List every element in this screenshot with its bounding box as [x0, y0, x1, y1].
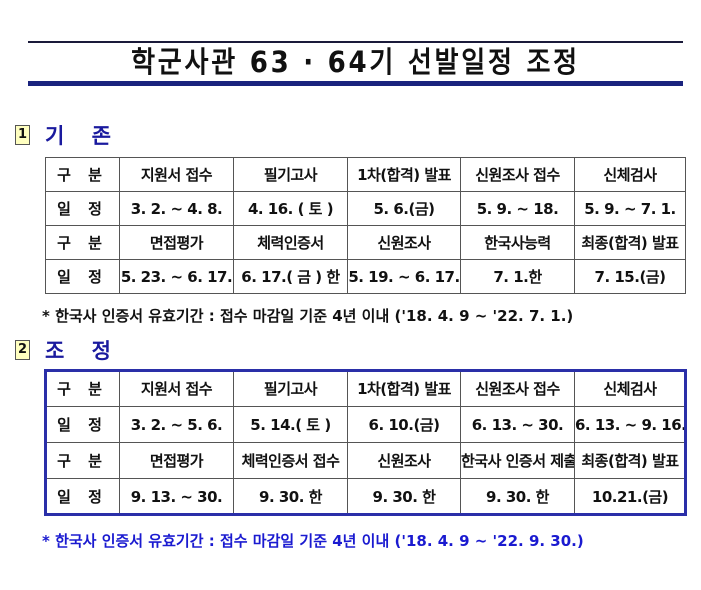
item-cell: 필기고사 — [233, 157, 348, 192]
item-cell: 한국사 인증서 제출 — [460, 442, 575, 479]
date-cell: 5. 23. ~ 6. 17. — [119, 259, 234, 294]
date-cell: 6. 10.(금) — [347, 406, 461, 443]
item-cell: 지원서 접수 — [119, 157, 234, 192]
header-row: 구 분 지원서 접수 필기고사 1차(합격) 발표 신원조사 접수 신체검사 — [45, 370, 686, 407]
adjusted-schedule-table: 구 분 지원서 접수 필기고사 1차(합격) 발표 신원조사 접수 신체검사 일 정 3. 2… — [44, 369, 687, 516]
date-cell: 9. 30. 한 — [460, 478, 575, 515]
date-cell: 4. 16. ( 토 ) — [233, 191, 348, 226]
item-cell: 면접평가 — [119, 225, 234, 260]
item-cell: 최종(합격) 발표 — [574, 442, 686, 479]
item-cell: 신원조사 — [347, 442, 461, 479]
date-cell: 6. 17.( 금 ) 한 — [233, 259, 348, 294]
item-cell: 신원조사 — [347, 225, 461, 260]
date-cell: 9. 30. 한 — [233, 478, 348, 515]
item-cell: 신원조사 접수 — [460, 157, 575, 192]
section-label: 기 존 — [45, 124, 121, 148]
date-cell: 5. 9. ~ 7. 1. — [574, 191, 686, 226]
row-label-cell: 일 정 — [45, 191, 120, 226]
title-top-rule — [28, 41, 683, 43]
row-label-cell: 구 분 — [45, 442, 120, 479]
item-cell: 신체검사 — [574, 370, 686, 407]
title-bottom-rule — [28, 81, 683, 86]
schedule-row: 일 정 3. 2. ~ 5. 6. 5. 14.( 토 ) 6. 10.(금) 6. 1… — [45, 406, 686, 443]
item-cell: 신체검사 — [574, 157, 686, 192]
header-row: 구 분 지원서 접수 필기고사 1차(합격) 발표 신원조사 접수 신체검사 — [45, 157, 686, 192]
item-cell: 필기고사 — [233, 370, 348, 407]
item-cell: 체력인증서 접수 — [233, 442, 348, 479]
section-heading-existing: 1 기 존 — [15, 122, 121, 148]
item-cell: 지원서 접수 — [119, 370, 234, 407]
row-label-cell: 일 정 — [45, 478, 120, 515]
date-cell: 5. 14.( 토 ) — [233, 406, 348, 443]
schedule-row: 일 정 5. 23. ~ 6. 17. 6. 17.( 금 ) 한 5. 19. ~ … — [45, 259, 686, 294]
date-cell: 7. 1.한 — [460, 259, 575, 294]
existing-note: * 한국사 인증서 유효기간 : 접수 마감일 기준 4년 이내 ('18. 4… — [42, 307, 574, 325]
date-cell: 9. 30. 한 — [347, 478, 461, 515]
row-label-cell: 구 분 — [45, 370, 120, 407]
page-title: 학군사관 63 · 64기 선발일정 조정 — [131, 45, 580, 79]
item-cell: 1차(합격) 발표 — [347, 370, 461, 407]
row-label-cell: 일 정 — [45, 259, 120, 294]
item-cell: 1차(합격) 발표 — [347, 157, 461, 192]
date-cell: 6. 13. ~ 9. 16. — [574, 406, 686, 443]
item-cell: 최종(합격) 발표 — [574, 225, 686, 260]
header-row: 구 분 면접평가 체력인증서 접수 신원조사 한국사 인증서 제출 최종(합격) 발표 — [45, 442, 686, 479]
date-cell: 3. 2. ~ 5. 6. — [119, 406, 234, 443]
adjusted-note: * 한국사 인증서 유효기간 : 접수 마감일 기준 4년 이내 ('18. 4… — [42, 532, 584, 550]
date-cell: 5. 9. ~ 18. — [460, 191, 575, 226]
schedule-row: 일 정 3. 2. ~ 4. 8. 4. 16. ( 토 ) 5. 6.(금) 5. 9… — [45, 191, 686, 226]
date-cell: 3. 2. ~ 4. 8. — [119, 191, 234, 226]
date-cell: 9. 13. ~ 30. — [119, 478, 234, 515]
section-number: 2 — [15, 340, 30, 360]
item-cell: 체력인증서 — [233, 225, 348, 260]
item-cell: 신원조사 접수 — [460, 370, 575, 407]
date-cell: 7. 15.(금) — [574, 259, 686, 294]
existing-schedule-table: 구 분 지원서 접수 필기고사 1차(합격) 발표 신원조사 접수 신체검사 일 정 3. 2… — [45, 157, 686, 294]
date-cell: 5. 19. ~ 6. 17. — [347, 259, 461, 294]
section-number: 1 — [15, 125, 30, 145]
date-cell: 5. 6.(금) — [347, 191, 461, 226]
row-label-cell: 구 분 — [45, 157, 120, 192]
section-label: 조 정 — [45, 339, 121, 363]
row-label-cell: 구 분 — [45, 225, 120, 260]
date-cell: 6. 13. ~ 30. — [460, 406, 575, 443]
row-label-cell: 일 정 — [45, 406, 120, 443]
header-row: 구 분 면접평가 체력인증서 신원조사 한국사능력 최종(합격) 발표 — [45, 225, 686, 260]
section-heading-adjusted: 2 조 정 — [15, 337, 121, 363]
item-cell: 한국사능력 — [460, 225, 575, 260]
date-cell: 10.21.(금) — [574, 478, 686, 515]
item-cell: 면접평가 — [119, 442, 234, 479]
